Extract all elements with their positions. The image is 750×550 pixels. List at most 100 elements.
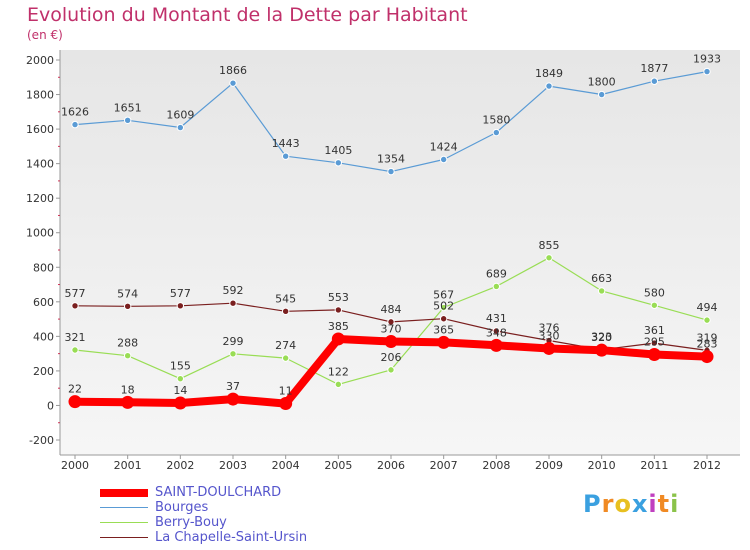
- line-chart: -200 0 200 400 600 800 1000 1200 1400 1600 1800 200…: [26, 50, 740, 472]
- data-label-bourges: 1651: [114, 101, 142, 114]
- y-tick-label: -200: [29, 434, 54, 447]
- data-label-saint-doulchard: 283: [697, 338, 718, 351]
- data-label-berry-bouy: 663: [591, 272, 612, 285]
- data-label-berry-bouy: 274: [275, 339, 296, 352]
- data-point-la-chapelle-saint-ursin: [387, 318, 395, 326]
- data-point-saint-doulchard: [226, 392, 240, 406]
- data-point-bourges: [597, 90, 606, 99]
- x-tick-label: 2003: [219, 459, 247, 472]
- data-label-berry-bouy: 122: [328, 365, 349, 378]
- data-point-saint-doulchard: [384, 335, 398, 349]
- legend-item-la-chapelle-saint-ursin: La Chapelle-Saint-Ursin: [100, 530, 307, 545]
- data-point-berry-bouy: [387, 366, 395, 374]
- data-point-la-chapelle-saint-ursin: [71, 302, 79, 310]
- x-tick-label: 2008: [482, 459, 510, 472]
- legend-item-berry-bouy: Berry-Bouy: [100, 515, 307, 530]
- chart-legend: SAINT-DOULCHARD Bourges Berry-Bouy La Chape…: [100, 485, 307, 545]
- x-tick-label: 2012: [693, 459, 721, 472]
- x-tick-label: 2006: [377, 459, 405, 472]
- data-label-la-chapelle-saint-ursin: 502: [433, 300, 454, 313]
- data-label-saint-doulchard: 385: [328, 320, 349, 333]
- data-point-saint-doulchard: [68, 395, 82, 409]
- data-point-saint-doulchard: [173, 396, 187, 410]
- chart-title: Evolution du Montant de la Dette par Hab…: [27, 4, 468, 26]
- data-point-berry-bouy: [597, 287, 606, 295]
- x-tick-label: 2000: [61, 459, 89, 472]
- data-point-bourges: [334, 159, 343, 167]
- data-label-bourges: 1800: [588, 76, 616, 89]
- y-tick-label: 400: [33, 330, 54, 343]
- data-point-berry-bouy: [439, 303, 448, 312]
- data-point-bourges: [123, 116, 132, 124]
- data-point-la-chapelle-saint-ursin: [281, 307, 290, 316]
- y-tick-label: 800: [33, 261, 54, 274]
- data-point-saint-doulchard: [437, 335, 451, 349]
- x-tick-label: 2010: [588, 459, 616, 472]
- y-tick-label: 0: [47, 399, 54, 412]
- legend-swatch: [100, 521, 148, 524]
- data-label-saint-doulchard: 18: [121, 383, 135, 396]
- data-label-la-chapelle-saint-ursin: 545: [275, 292, 296, 305]
- data-point-la-chapelle-saint-ursin: [439, 315, 448, 323]
- data-label-la-chapelle-saint-ursin: 553: [328, 291, 349, 304]
- x-tick-label: 2002: [166, 459, 194, 472]
- x-tick-label: 2009: [535, 459, 563, 472]
- data-label-saint-doulchard: 14: [173, 384, 187, 397]
- plot-area: [60, 50, 740, 455]
- data-label-bourges: 1424: [430, 140, 458, 153]
- data-label-la-chapelle-saint-ursin: 592: [223, 284, 244, 297]
- data-label-la-chapelle-saint-ursin: 323: [591, 331, 612, 344]
- data-label-bourges: 1626: [61, 106, 89, 119]
- data-label-bourges: 1354: [377, 153, 405, 166]
- data-point-berry-bouy: [123, 352, 132, 360]
- data-point-la-chapelle-saint-ursin: [229, 299, 237, 307]
- data-point-saint-doulchard: [542, 341, 556, 355]
- y-tick-label: 1400: [26, 158, 54, 171]
- y-tick-label: 2000: [26, 54, 54, 67]
- data-label-la-chapelle-saint-ursin: 484: [381, 303, 402, 316]
- legend-label: Berry-Bouy: [155, 515, 227, 530]
- data-label-berry-bouy: 299: [223, 335, 244, 348]
- x-tick-label: 2001: [114, 459, 142, 472]
- data-point-berry-bouy: [176, 374, 185, 383]
- data-label-la-chapelle-saint-ursin: 361: [644, 324, 665, 337]
- data-label-bourges: 1443: [272, 137, 300, 150]
- data-point-saint-doulchard: [700, 350, 714, 364]
- data-point-berry-bouy: [492, 282, 501, 291]
- data-label-berry-bouy: 855: [539, 239, 560, 252]
- data-label-berry-bouy: 288: [117, 337, 138, 350]
- data-label-bourges: 1866: [219, 64, 247, 77]
- data-point-saint-doulchard: [121, 395, 135, 409]
- data-point-bourges: [492, 128, 501, 137]
- data-point-berry-bouy: [71, 346, 79, 354]
- data-label-la-chapelle-saint-ursin: 319: [697, 331, 718, 344]
- data-label-saint-doulchard: 11: [279, 385, 293, 398]
- data-label-la-chapelle-saint-ursin: 376: [539, 322, 560, 335]
- data-label-berry-bouy: 494: [697, 301, 718, 314]
- data-point-saint-doulchard: [331, 332, 345, 346]
- data-label-berry-bouy: 206: [381, 351, 402, 364]
- data-point-bourges: [229, 79, 237, 87]
- data-label-bourges: 1580: [482, 114, 510, 127]
- data-point-bourges: [71, 120, 79, 129]
- data-point-berry-bouy: [545, 254, 553, 262]
- y-tick-label: 1200: [26, 192, 54, 205]
- legend-label: SAINT-DOULCHARD: [155, 485, 282, 500]
- legend-label: Bourges: [155, 500, 209, 515]
- data-label-bourges: 1877: [640, 62, 668, 75]
- data-point-berry-bouy: [334, 380, 343, 389]
- legend-swatch: [100, 488, 148, 497]
- data-point-saint-doulchard: [489, 338, 503, 352]
- data-label-saint-doulchard: 320: [591, 331, 612, 344]
- data-label-bourges: 1933: [693, 53, 721, 66]
- data-label-berry-bouy: 689: [486, 267, 507, 280]
- data-point-berry-bouy: [281, 354, 290, 362]
- data-point-berry-bouy: [650, 301, 659, 309]
- data-point-saint-doulchard: [279, 397, 293, 411]
- data-point-saint-doulchard: [595, 343, 609, 357]
- data-label-saint-doulchard: 365: [433, 323, 454, 336]
- data-label-saint-doulchard: 370: [381, 323, 402, 336]
- data-label-la-chapelle-saint-ursin: 574: [117, 287, 138, 300]
- data-point-bourges: [387, 167, 395, 176]
- x-tick-label: 2007: [430, 459, 458, 472]
